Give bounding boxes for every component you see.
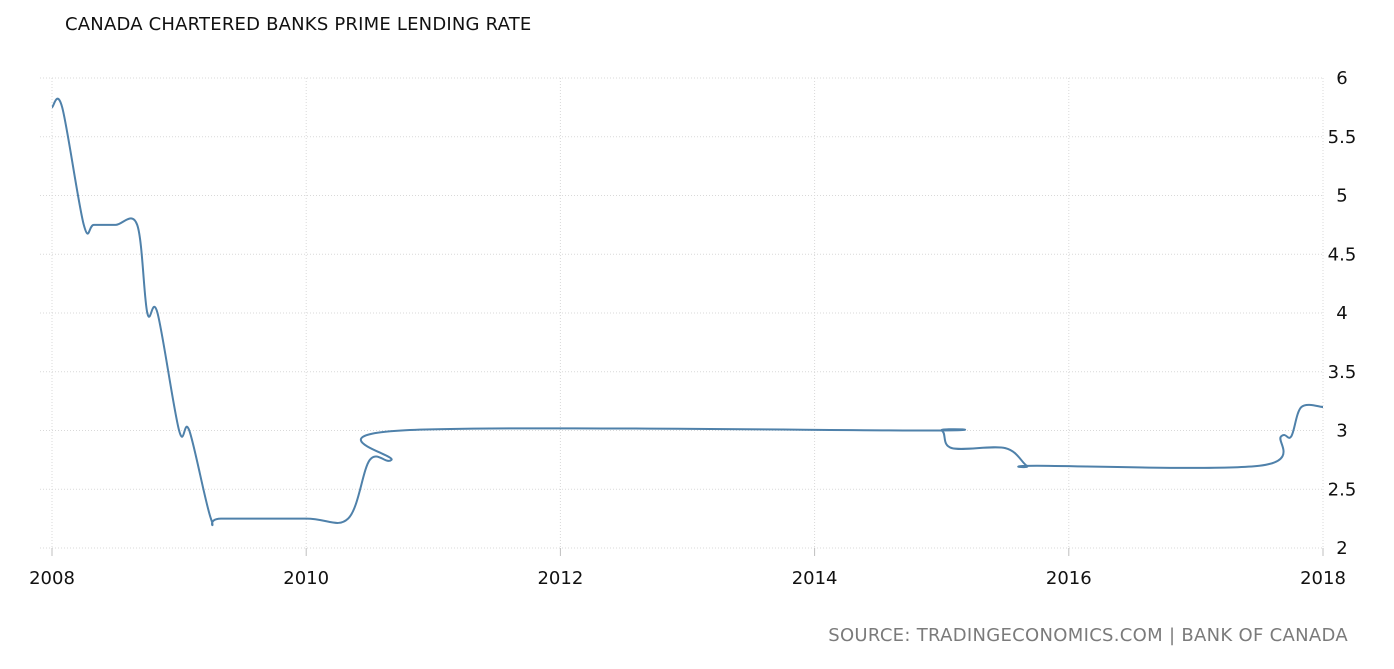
series-line	[51, 97, 1324, 527]
series-group	[51, 97, 1324, 527]
x-tick-label: 2014	[792, 568, 838, 589]
y-tick-label: 5	[1336, 186, 1347, 207]
y-tick-label: 3.5	[1328, 362, 1357, 383]
y-axis-ticks: 2 2.5 3 3.5 4 4.5 5 5.5 6	[1328, 68, 1357, 559]
x-tick-label: 2010	[283, 568, 329, 589]
y-tick-label: 6	[1336, 68, 1347, 89]
y-tick-label: 3	[1336, 421, 1347, 442]
y-tick-label: 5.5	[1328, 127, 1357, 148]
x-axis-ticks: 2008 2010 2012 2014 2016 2018	[29, 548, 1346, 589]
grid-lines	[40, 77, 1324, 549]
x-tick-label: 2016	[1046, 568, 1092, 589]
y-tick-label: 2.5	[1328, 479, 1357, 500]
y-tick-label: 2	[1336, 538, 1347, 559]
y-tick-label: 4.5	[1328, 244, 1357, 265]
chart-title: CANADA CHARTERED BANKS PRIME LENDING RAT…	[65, 14, 532, 35]
x-tick-label: 2012	[537, 568, 583, 589]
x-tick-label: 2008	[29, 568, 75, 589]
y-tick-label: 4	[1336, 303, 1347, 324]
x-tick-label: 2018	[1300, 568, 1346, 589]
source-note: SOURCE: TRADINGECONOMICS.COM | BANK OF C…	[828, 625, 1348, 646]
